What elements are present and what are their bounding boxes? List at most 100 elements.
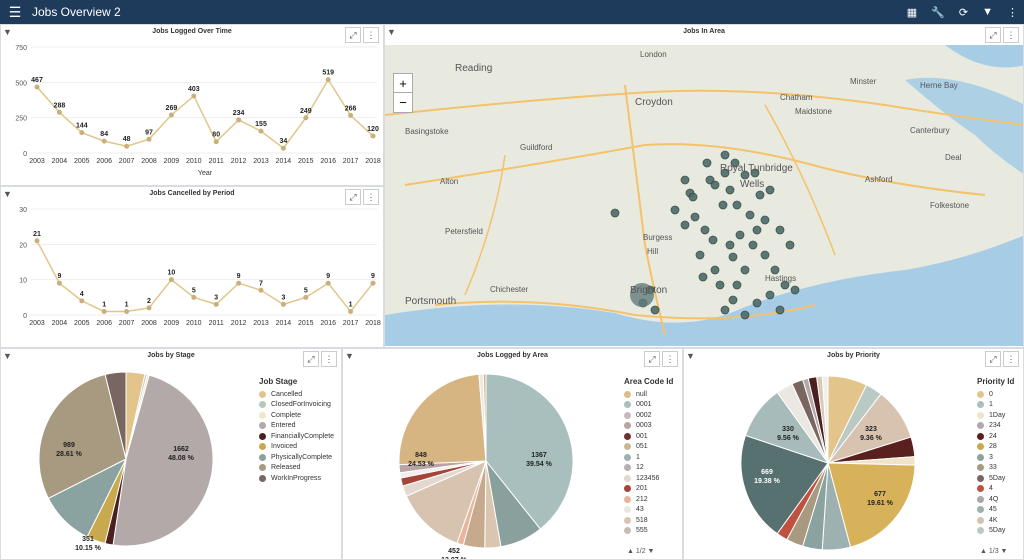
legend-item[interactable]: PhysicallyComplete [259, 452, 334, 463]
legend-item[interactable]: Released [259, 463, 334, 474]
legend-item[interactable]: 201 [624, 484, 673, 495]
legend-item[interactable]: 4K [977, 515, 1014, 526]
expand-icon[interactable]: ⤢ [985, 351, 1001, 367]
legend-label: 0002 [636, 411, 652, 419]
legend-item[interactable]: 3 [977, 452, 1014, 463]
legend-item[interactable]: 5Day [977, 473, 1014, 484]
legend-item[interactable]: 0003 [624, 421, 673, 432]
map-place-label: London [640, 50, 667, 59]
more-icon[interactable]: ⋮ [662, 351, 678, 367]
legend-priority: Priority Id 0 1 1Day 234 24 28 3 33 5Day 4 4Q 45 4K 5D… [977, 377, 1014, 536]
legend-item[interactable]: Complete [259, 410, 334, 421]
map-place-label: Minster [850, 77, 877, 86]
more-icon[interactable]: ⋮ [363, 27, 379, 43]
panel-menu-arrow-icon[interactable]: ▼ [345, 351, 354, 361]
filter-icon[interactable]: ▼ [982, 6, 993, 18]
expand-icon[interactable]: ⤢ [345, 189, 361, 205]
job-location-marker [770, 265, 780, 275]
expand-icon[interactable]: ⤢ [345, 27, 361, 43]
more-icon[interactable]: ⋮ [363, 189, 379, 205]
slice-value-label: 669 [761, 469, 773, 476]
hamburger-menu-icon[interactable]: ☰ [8, 3, 22, 20]
legend-item[interactable]: 0001 [624, 400, 673, 411]
app-header: ☰ Jobs Overview 2 ▦ 🔧 ⟳ ▼ ⋮ [0, 0, 1024, 24]
y-tick-label: 30 [19, 207, 27, 214]
legend-item[interactable]: WorkInProgress [259, 473, 334, 484]
legend-item[interactable]: Invoiced [259, 442, 334, 453]
more-icon[interactable]: ⋮ [1003, 27, 1019, 43]
legend-item[interactable]: 1 [624, 452, 673, 463]
legend-item[interactable]: 43 [624, 505, 673, 516]
line-chart-logged: 0 250 500 750 2003 2004 2005 2006 2007 2008 2009 20… [15, 45, 381, 177]
data-point [79, 130, 85, 136]
legend-swatch [259, 443, 266, 451]
expand-icon[interactable]: ⤢ [985, 27, 1001, 43]
x-tick-label: 2016 [320, 158, 336, 165]
legend-item[interactable]: 051 [624, 442, 673, 453]
legend-item[interactable]: FinanciallyComplete [259, 431, 334, 442]
legend-item[interactable]: 234 [977, 421, 1014, 432]
data-point [146, 305, 152, 311]
zoom-in-button[interactable]: + [394, 74, 412, 93]
refresh-icon[interactable]: ⟳ [958, 6, 969, 19]
x-tick-label: 2008 [141, 158, 157, 165]
zoom-out-button[interactable]: − [399, 95, 407, 110]
job-location-marker [700, 225, 710, 235]
y-tick-label: 0 [23, 151, 27, 158]
data-label: 48 [123, 136, 131, 143]
legend-item[interactable]: 12 [624, 463, 673, 474]
pie-slice [740, 434, 829, 535]
wrench-icon[interactable]: 🔧 [931, 6, 945, 19]
more-icon[interactable]: ⋮ [1003, 351, 1019, 367]
grid-icon[interactable]: ▦ [906, 6, 918, 19]
legend-item[interactable]: 4 [977, 484, 1014, 495]
legend-item[interactable]: Entered [259, 421, 334, 432]
map-place-label: Hill [647, 247, 659, 256]
slice-percent-label: 10.15 % [75, 545, 101, 552]
legend-item[interactable]: 0 [977, 389, 1014, 400]
legend-item[interactable]: 555 [624, 526, 673, 537]
legend-item[interactable]: 001 [624, 431, 673, 442]
legend-item[interactable]: 212 [624, 494, 673, 505]
panel-menu-arrow-icon[interactable]: ▼ [3, 351, 12, 361]
legend-item[interactable]: ClosedForInvoicing [259, 400, 334, 411]
data-label: 9 [237, 273, 241, 280]
pie-slice [482, 373, 487, 462]
panel-menu-arrow-icon[interactable]: ▼ [387, 27, 396, 37]
panel-cancelled-by-period: ▼ Jobs Cancelled by Period ⤢ ⋮ 0 10 20 30 20… [0, 186, 384, 348]
legend-item[interactable]: 5Day [977, 526, 1014, 537]
more-icon[interactable]: ⋮ [321, 351, 337, 367]
legend-item[interactable]: 45 [977, 505, 1014, 516]
legend-swatch [259, 411, 266, 419]
job-location-marker [740, 170, 750, 180]
expand-icon[interactable]: ⤢ [644, 351, 660, 367]
legend-item[interactable]: Cancelled [259, 389, 334, 400]
job-location-marker [730, 158, 740, 168]
legend-item[interactable]: 1Day [977, 410, 1014, 421]
legend-pager[interactable]: ▲ 1/3 ▼ [980, 548, 1008, 555]
legend-item[interactable]: 123456 [624, 473, 673, 484]
legend-item[interactable]: 4Q [977, 494, 1014, 505]
data-label: 1 [349, 301, 353, 308]
map-canvas[interactable] [385, 45, 1024, 346]
slice-value-label: 1662 [173, 446, 189, 453]
map-view[interactable]: + − London Reading Croydon Basingstoke Guild… [385, 45, 1024, 346]
panel-menu-arrow-icon[interactable]: ▼ [686, 351, 695, 361]
legend-item[interactable]: 1 [977, 400, 1014, 411]
more-icon[interactable]: ⋮ [1007, 6, 1018, 19]
legend-item[interactable]: 518 [624, 515, 673, 526]
panel-menu-arrow-icon[interactable]: ▼ [3, 189, 12, 199]
legend-item[interactable]: 0002 [624, 410, 673, 421]
legend-item[interactable]: 24 [977, 431, 1014, 442]
legend-item[interactable]: null [624, 389, 673, 400]
legend-pager[interactable]: ▲ 1/2 ▼ [627, 548, 655, 555]
slice-value-label: 989 [63, 442, 75, 449]
legend-item[interactable]: 28 [977, 442, 1014, 453]
panel-menu-arrow-icon[interactable]: ▼ [3, 27, 12, 37]
job-location-marker [755, 190, 765, 200]
job-location-marker [720, 168, 730, 178]
legend-item[interactable]: 33 [977, 463, 1014, 474]
legend-swatch [977, 516, 984, 524]
expand-icon[interactable]: ⤢ [303, 351, 319, 367]
x-tick-label: 2003 [29, 320, 45, 327]
